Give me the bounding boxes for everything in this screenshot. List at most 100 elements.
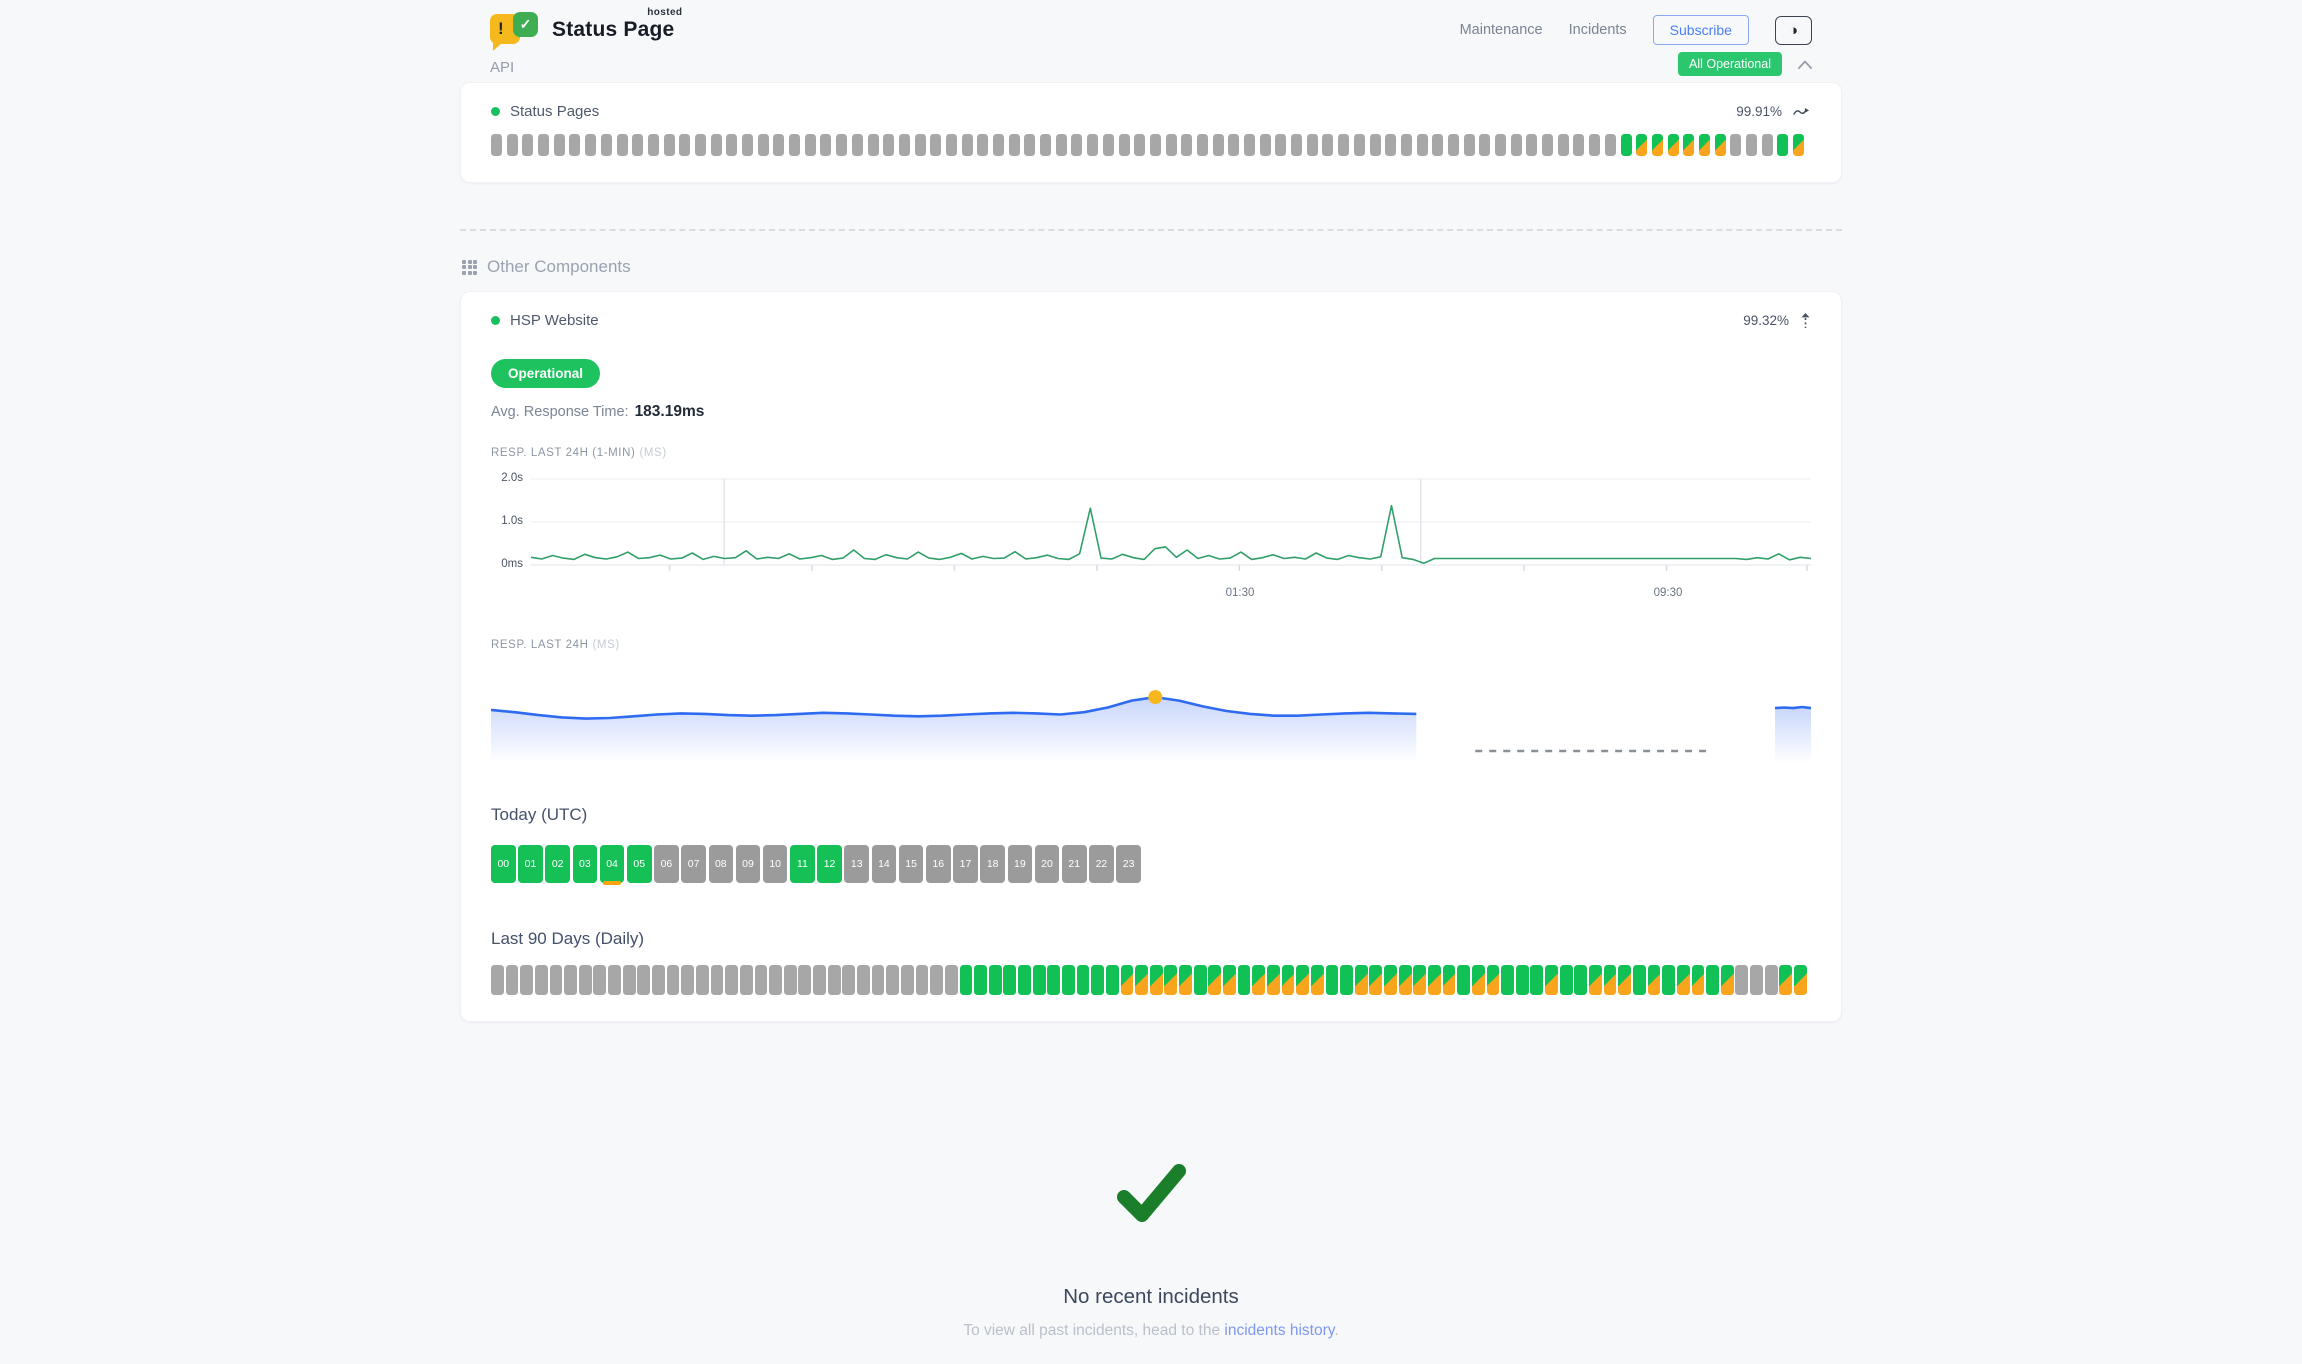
hour-block-00[interactable]: 00 <box>491 845 516 883</box>
hour-block-10[interactable]: 10 <box>762 845 788 883</box>
uptime-bar[interactable] <box>1149 134 1161 156</box>
daily-bar[interactable] <box>593 965 607 995</box>
uptime-bar[interactable] <box>1620 134 1632 156</box>
uptime-bar[interactable] <box>569 134 581 156</box>
uptime-bar[interactable] <box>742 134 753 156</box>
uptime-bar[interactable] <box>1385 134 1397 156</box>
hour-block-09[interactable]: 09 <box>735 845 761 883</box>
hour-block-23[interactable]: 23 <box>1116 845 1141 883</box>
uptime-bar[interactable] <box>836 134 848 156</box>
daily-bar[interactable] <box>871 965 885 995</box>
daily-bar[interactable] <box>1237 965 1251 995</box>
trend-wave-icon[interactable] <box>1793 106 1811 117</box>
daily-bar[interactable] <box>1632 965 1646 995</box>
daily-bar[interactable] <box>1720 965 1734 995</box>
daily-bar[interactable] <box>1149 965 1163 995</box>
daily-bar[interactable] <box>1662 965 1676 995</box>
uptime-bar[interactable] <box>1291 134 1303 156</box>
daily-bar[interactable] <box>1208 965 1222 995</box>
daily-bar[interactable] <box>1457 965 1471 995</box>
uptime-bar[interactable] <box>1495 134 1506 156</box>
daily-bar[interactable] <box>534 965 548 995</box>
daily-bar[interactable] <box>1545 965 1558 995</box>
hour-block-07[interactable]: 07 <box>681 845 706 883</box>
daily-bar[interactable] <box>1354 965 1368 995</box>
daily-bar[interactable] <box>1647 965 1661 995</box>
uptime-bar[interactable] <box>961 134 973 156</box>
collapse-up-arrow-icon[interactable] <box>1800 312 1811 329</box>
uptime-bar[interactable] <box>1746 134 1757 156</box>
uptime-bar[interactable] <box>1134 134 1146 156</box>
daily-bar[interactable] <box>1486 965 1500 995</box>
hour-block-14[interactable]: 14 <box>871 845 897 883</box>
uptime-bar[interactable] <box>1463 134 1475 156</box>
uptime-bar[interactable] <box>1636 134 1648 156</box>
daily-bar[interactable] <box>1047 965 1061 995</box>
daily-bar[interactable] <box>1398 965 1412 995</box>
daily-bar[interactable] <box>959 965 973 995</box>
hour-block-02[interactable]: 02 <box>545 845 570 883</box>
daily-bar[interactable] <box>725 965 739 995</box>
nav-incidents[interactable]: Incidents <box>1568 22 1627 38</box>
uptime-bar[interactable] <box>1008 134 1020 156</box>
uptime-bar[interactable] <box>1102 134 1114 156</box>
hour-block-01[interactable]: 01 <box>518 845 543 883</box>
hour-block-15[interactable]: 15 <box>898 845 924 883</box>
hour-block-21[interactable]: 21 <box>1061 845 1087 883</box>
uptime-bar[interactable] <box>694 134 706 156</box>
uptime-bar[interactable] <box>993 134 1004 156</box>
uptime-bar[interactable] <box>491 134 502 156</box>
daily-bar[interactable] <box>769 965 782 995</box>
daily-bar[interactable] <box>1266 965 1280 995</box>
daily-bar[interactable] <box>1252 965 1266 995</box>
daily-bar[interactable] <box>695 965 709 995</box>
uptime-bar[interactable] <box>789 134 801 156</box>
uptime-bar[interactable] <box>1730 134 1742 156</box>
daily-bar[interactable] <box>1471 965 1485 995</box>
daily-bar[interactable] <box>827 965 841 995</box>
uptime-bar[interactable] <box>945 134 957 156</box>
uptime-bar[interactable] <box>1353 134 1365 156</box>
uptime-bar[interactable] <box>710 134 722 156</box>
uptime-bar[interactable] <box>600 134 612 156</box>
daily-bar[interactable] <box>622 965 636 995</box>
uptime-bar[interactable] <box>553 134 565 156</box>
subscribe-button[interactable]: Subscribe <box>1652 15 1749 45</box>
incidents-history-link[interactable]: incidents history <box>1224 1322 1335 1339</box>
uptime-bar[interactable] <box>820 134 832 156</box>
daily-bar[interactable] <box>857 965 870 995</box>
uptime-bar[interactable] <box>1165 134 1177 156</box>
uptime-bar[interactable] <box>1793 134 1805 156</box>
daily-bar[interactable] <box>1603 965 1617 995</box>
uptime-bar[interactable] <box>898 134 910 156</box>
uptime-bar[interactable] <box>757 134 769 156</box>
hour-block-20[interactable]: 20 <box>1034 845 1060 883</box>
daily-bar[interactable] <box>1281 965 1295 995</box>
daily-bar[interactable] <box>1589 965 1602 995</box>
uptime-bar[interactable] <box>1369 134 1381 156</box>
daily-bar[interactable] <box>813 965 826 995</box>
uptime-bar[interactable] <box>1212 134 1224 156</box>
uptime-bar[interactable] <box>1542 134 1554 156</box>
daily-bar[interactable] <box>930 965 944 995</box>
uptime-bar[interactable] <box>1306 134 1318 156</box>
uptime-bar[interactable] <box>867 134 879 156</box>
uptime-bar[interactable] <box>1338 134 1350 156</box>
uptime-bar[interactable] <box>1416 134 1428 156</box>
hour-block-05[interactable]: 05 <box>626 845 652 883</box>
daily-bar[interactable] <box>1179 965 1192 995</box>
uptime-bar[interactable] <box>1432 134 1444 156</box>
daily-bar[interactable] <box>1369 965 1383 995</box>
uptime-bar[interactable] <box>773 134 785 156</box>
uptime-bar[interactable] <box>1024 134 1036 156</box>
daily-bar[interactable] <box>681 965 695 995</box>
daily-bar[interactable] <box>1691 965 1705 995</box>
daily-bar[interactable] <box>564 965 577 995</box>
uptime-bar[interactable] <box>538 134 550 156</box>
daily-bar[interactable] <box>842 965 856 995</box>
uptime-bar[interactable] <box>1557 134 1569 156</box>
daily-bar[interactable] <box>754 965 768 995</box>
daily-bar[interactable] <box>988 965 1002 995</box>
daily-bar[interactable] <box>1164 965 1178 995</box>
daily-bar[interactable] <box>739 965 753 995</box>
